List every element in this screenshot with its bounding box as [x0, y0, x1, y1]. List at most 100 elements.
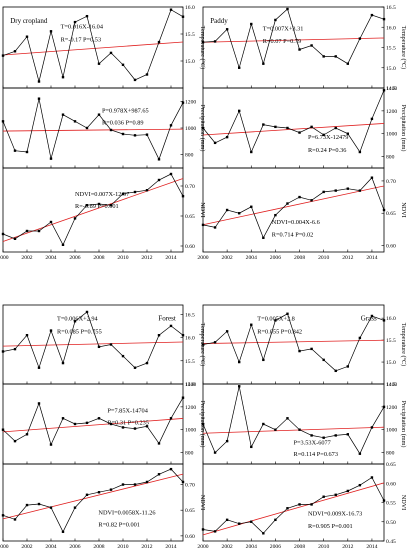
x-tick-label: 2008 [93, 544, 104, 550]
y-axis-label: Temperature (°C) [400, 26, 407, 69]
data-point [61, 113, 65, 116]
data-point [238, 522, 241, 525]
series-line [2, 9, 184, 82]
y-tick-label: 16.0 [185, 336, 195, 342]
y-tick-label: 0.60 [386, 244, 396, 250]
data-point [262, 422, 265, 426]
data-point [346, 489, 349, 493]
data-point [169, 417, 173, 420]
data-point [358, 189, 362, 192]
data-point [298, 349, 301, 353]
regression-equation: T=0.005X+2.8 [257, 316, 295, 323]
data-point [13, 237, 17, 240]
data-point [181, 195, 185, 198]
x-tick-label: 2008 [294, 255, 305, 261]
y-tick-label: 1400 [185, 382, 196, 388]
data-point [286, 202, 289, 205]
data-point [322, 55, 325, 58]
x-tick-label: 2012 [342, 255, 353, 261]
data-point [310, 44, 313, 47]
data-point [157, 40, 161, 44]
data-point [250, 150, 253, 154]
data-point [133, 190, 137, 194]
data-point [1, 350, 5, 353]
data-point [25, 35, 29, 38]
trend-line [202, 185, 385, 226]
regression-equation: P=7.85X-14704 [107, 408, 148, 415]
data-point [213, 451, 217, 454]
data-point [201, 223, 205, 227]
y-tick-label: 15.5 [185, 32, 195, 38]
data-point [97, 491, 101, 494]
y-tick-label: 1000 [185, 126, 196, 132]
data-point [310, 503, 313, 506]
data-point [49, 329, 53, 332]
x-tick-label: 2006 [69, 544, 80, 550]
data-point [1, 232, 5, 236]
regression-equation: P=0.978X+987.65 [102, 108, 149, 115]
y-tick-label: 15.5 [185, 359, 195, 365]
data-point [49, 157, 53, 160]
data-point [298, 503, 301, 506]
data-point [145, 361, 149, 365]
data-point [181, 480, 185, 484]
data-point [286, 126, 289, 130]
data-point [169, 8, 173, 11]
data-point [85, 493, 89, 496]
data-point [109, 128, 113, 132]
x-tick-label: 2014 [366, 544, 377, 550]
panel-frame [202, 463, 385, 542]
y-axis-label: NDVI [199, 202, 206, 217]
y-axis-label: NDVI [400, 202, 407, 217]
data-point [109, 343, 113, 346]
data-point [121, 192, 125, 195]
data-point [1, 54, 5, 57]
data-point [181, 334, 185, 337]
data-point [334, 369, 337, 373]
data-point [73, 217, 77, 220]
data-point [37, 402, 41, 405]
trend-line [202, 123, 385, 136]
regression-equation: T=0.007X+3.31 [263, 25, 304, 32]
data-point [250, 445, 253, 449]
data-point [274, 18, 277, 22]
trend-line [202, 426, 385, 434]
x-tick-label: 2002 [222, 255, 233, 261]
data-point [85, 14, 89, 18]
data-point [382, 319, 386, 322]
data-point [274, 125, 277, 129]
data-point [250, 22, 253, 26]
panel-precipitation: 800 1000 1200 1400 Precipitation (mm) P=3.53X… [201, 382, 407, 465]
x-tick-label: 2002 [222, 544, 233, 550]
chart-title: Grass [361, 315, 377, 323]
x-tick-label: 2002 [21, 544, 32, 550]
data-point [49, 506, 53, 509]
y-tick-label: 14.5 [386, 86, 396, 92]
y-tick-label: 0.70 [185, 184, 195, 190]
data-point [121, 483, 125, 486]
data-point [346, 365, 349, 368]
data-point [85, 204, 89, 207]
data-point [274, 428, 277, 431]
x-tick-label: 2000 [197, 255, 208, 261]
y-axis-label: NDVI [400, 495, 407, 510]
trend-line [2, 473, 184, 520]
panel-ndvi: 0.60 0.65 0.70 NDVI NDVI=0.004X-6.6 R=0.714 P… [197, 167, 407, 261]
data-point [250, 205, 253, 208]
data-point [201, 126, 205, 130]
data-point [121, 426, 125, 429]
data-point [238, 212, 241, 215]
x-tick-label: 2004 [246, 255, 257, 261]
data-point [73, 506, 77, 509]
data-point [25, 150, 29, 154]
regression-stats: R=-0.89 P=0.001 [75, 203, 119, 210]
data-point [121, 63, 125, 66]
data-point [262, 236, 265, 239]
data-point [169, 124, 173, 127]
data-point [181, 396, 185, 399]
data-point [225, 135, 229, 139]
